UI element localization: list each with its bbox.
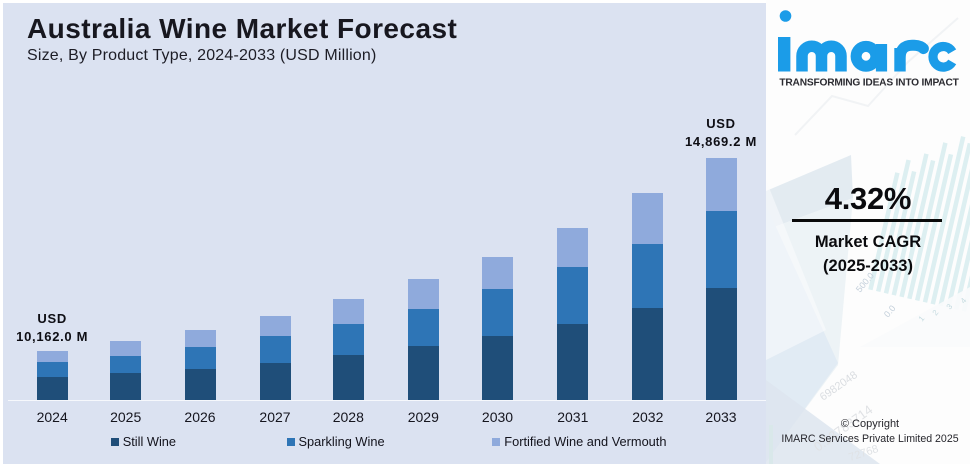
svg-text:1: 1 <box>917 314 927 324</box>
svg-text:4: 4 <box>959 296 969 306</box>
svg-text:0.0: 0.0 <box>882 303 898 319</box>
svg-text:3: 3 <box>945 302 955 312</box>
svg-text:2: 2 <box>931 308 941 318</box>
svg-text:TRANSFORMING IDEAS INTO IMPACT: TRANSFORMING IDEAS INTO IMPACT <box>779 78 959 89</box>
